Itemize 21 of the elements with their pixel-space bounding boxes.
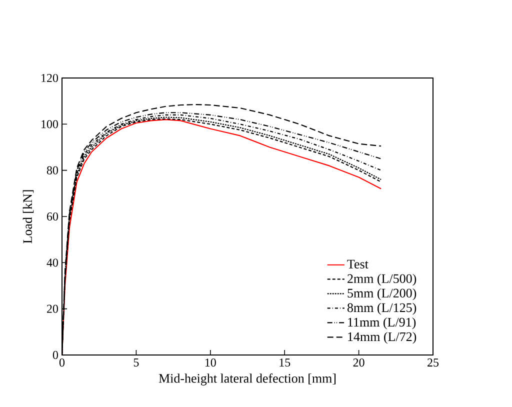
x-tick-label: 15: [280, 358, 290, 367]
legend-label: 5mm (L/200): [348, 288, 416, 300]
y-tick-label: 40: [46, 258, 58, 267]
legend-label: 11mm (L/91): [348, 317, 416, 330]
legend-label: 2mm (L/500): [348, 274, 416, 286]
y-tick-label: 80: [46, 166, 58, 174]
y-tick-label: 100: [42, 120, 58, 128]
x-tick-label: 25: [428, 358, 439, 367]
y-tick-label: 120: [42, 74, 58, 82]
y-axis-title: Load [kN]: [22, 190, 34, 244]
x-tick-label: 20: [353, 358, 364, 367]
legend-label: 14mm (L/72): [348, 332, 416, 344]
x-tick-label: 5: [134, 358, 139, 366]
legend-label: Test: [347, 260, 368, 269]
x-tick-label: 10: [205, 358, 216, 367]
y-tick-label: 20: [47, 304, 58, 313]
y-tick-label: 0: [52, 350, 58, 360]
y-tick-label: 60: [46, 212, 58, 221]
legend-label: 8mm (L/125): [347, 302, 416, 315]
x-axis-title: Mid-height lateral defection [mm]: [158, 373, 336, 386]
x-tick-label: 0: [59, 358, 65, 367]
